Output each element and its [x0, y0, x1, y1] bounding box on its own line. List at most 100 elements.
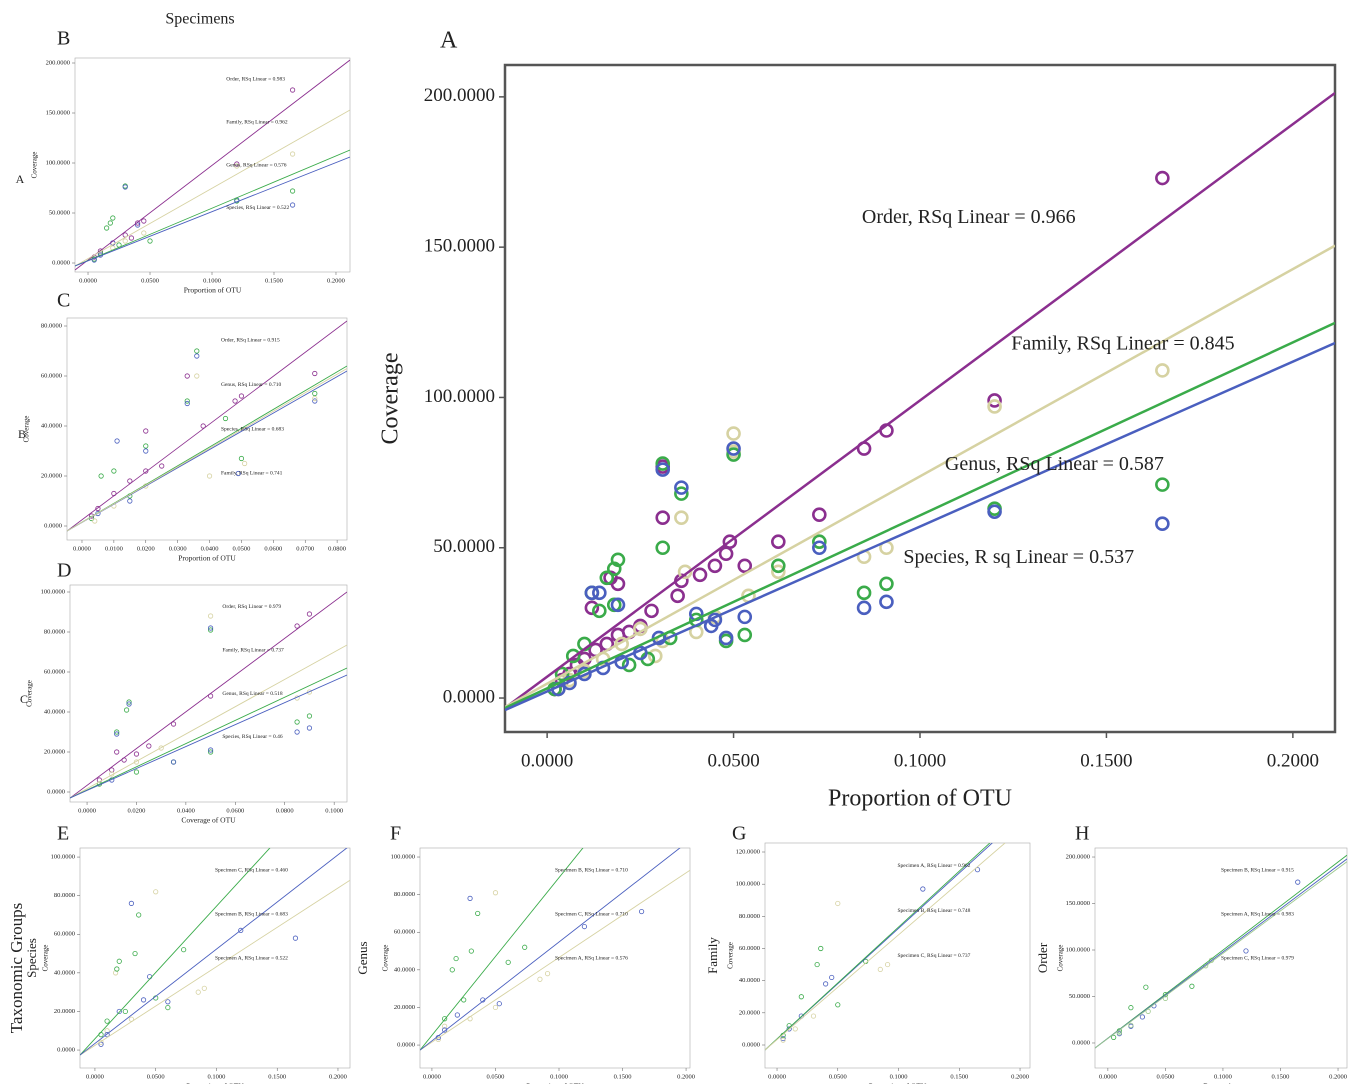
- fit-line: [505, 244, 1335, 709]
- x-tick-label: 0.1500: [950, 1073, 968, 1080]
- point: [133, 769, 140, 775]
- point: [234, 163, 240, 169]
- point: [442, 1023, 448, 1029]
- point: [294, 729, 300, 735]
- point: [1295, 879, 1301, 885]
- point: [621, 657, 637, 673]
- point: [141, 218, 147, 224]
- point: [159, 463, 165, 469]
- y-tick-label: 0.0000: [397, 1042, 415, 1049]
- x-tick-label: 0.0800: [328, 545, 346, 552]
- x-tick-label: 0.0000: [768, 1073, 786, 1080]
- group-label: Species: [24, 938, 39, 978]
- y-tick-label: 60.0000: [44, 668, 65, 675]
- y-axis-label: Coverage: [1057, 945, 1065, 972]
- x-tick-label: 0.1500: [268, 1073, 286, 1080]
- x-tick-label: 0.1000: [894, 750, 946, 771]
- series-label: Specimen B, RSq Linear = 0.710: [555, 867, 628, 873]
- point: [987, 399, 1002, 414]
- point: [644, 603, 659, 619]
- plot-frame: [1094, 847, 1348, 1069]
- y-tick-label: 200.0000: [424, 85, 495, 106]
- specimen-label: B: [18, 427, 26, 441]
- point: [1128, 1022, 1134, 1028]
- point: [614, 636, 630, 652]
- point: [114, 749, 120, 755]
- plot-area: [80, 848, 350, 1056]
- point: [289, 188, 296, 194]
- point: [771, 564, 786, 580]
- series-label: Specimen C, RSq Linear = 0.979: [1221, 955, 1294, 961]
- point: [306, 611, 313, 617]
- y-tick-label: 100.0000: [391, 854, 415, 861]
- point: [737, 558, 753, 574]
- series-label: Specimen C, RSq Linear = 0.710: [555, 911, 628, 917]
- fit-line: [70, 674, 347, 799]
- point: [674, 510, 689, 525]
- y-tick-label: 50.0000: [49, 209, 70, 216]
- point: [122, 238, 128, 244]
- point: [184, 373, 190, 379]
- panel: 0.0000 0.0500 0.1000 0.1500 0.2000 0.0000 50.0…: [1035, 823, 1348, 1084]
- group-label: Genus: [355, 941, 370, 974]
- x-tick-label: 0.0400: [201, 545, 219, 552]
- point: [674, 480, 689, 495]
- y-tick-label: 0.0000: [1072, 1039, 1090, 1046]
- point: [592, 603, 607, 619]
- series-label: Order, RSq Linear = 0.983: [226, 77, 285, 83]
- y-tick-label: 40.0000: [739, 977, 760, 984]
- y-tick-label: 100.0000: [1066, 946, 1090, 953]
- point: [116, 1008, 122, 1015]
- x-tick-label: 0.0700: [296, 545, 314, 552]
- point: [294, 623, 300, 629]
- x-axis-label: Proportion of OTU: [526, 1082, 584, 1084]
- series-label: Specimen B, RSq Linear = 0.683: [215, 911, 288, 917]
- x-tick-label: 0.0300: [169, 545, 187, 552]
- fit-line: [67, 320, 347, 532]
- plot-area: [67, 320, 347, 532]
- y-tick-label: 200.0000: [46, 59, 70, 66]
- panel: 0.0000 0.0200 0.0400 0.0600 0.0800 0.1000 0.00…: [20, 560, 348, 825]
- point: [194, 373, 200, 379]
- x-tick-label: 0.0800: [276, 807, 294, 814]
- point: [235, 470, 241, 477]
- plot-area: [765, 843, 1006, 1051]
- point: [107, 220, 113, 226]
- point: [1128, 1005, 1134, 1011]
- point: [232, 398, 238, 404]
- y-tick-label: 20.0000: [41, 472, 62, 479]
- point: [856, 585, 872, 601]
- point: [1155, 477, 1170, 492]
- point: [780, 1035, 786, 1042]
- series-label: Specimen A, RSq Linear = 0.576: [555, 955, 628, 961]
- x-tick-label: 0.1000: [325, 807, 343, 814]
- point: [835, 900, 841, 907]
- point: [442, 1027, 448, 1033]
- panel: 0.0000 0.0500 0.1000 0.1500 0.2000 0.0000 20.0…: [705, 823, 1031, 1084]
- point: [856, 600, 872, 616]
- point: [184, 400, 190, 407]
- y-axis-label: Coverage: [382, 945, 390, 972]
- point: [132, 950, 138, 957]
- x-tick-label: 0.0000: [73, 545, 91, 552]
- point: [810, 1013, 817, 1019]
- series-label: Family, RSq Linear = 0.962: [226, 119, 288, 125]
- panel-letter: G: [732, 823, 746, 845]
- y-tick-label: 60.0000: [54, 931, 75, 938]
- point: [606, 561, 622, 577]
- fit-line: [420, 848, 584, 1051]
- series-label: Family, RSq Linear = 0.737: [222, 647, 284, 653]
- x-tick-label: 0.2000: [677, 1073, 695, 1080]
- x-tick-label: 0.0400: [177, 807, 195, 814]
- point: [208, 747, 214, 753]
- point: [584, 600, 600, 616]
- point: [165, 1004, 171, 1011]
- x-axis-label: Proportion of OTU: [186, 1082, 244, 1084]
- series-label: Species, RSq Linear = 0.522: [226, 205, 289, 211]
- point: [987, 504, 1002, 519]
- plot-area: [1095, 854, 1347, 1049]
- y-tick-label: 60.0000: [739, 945, 760, 952]
- x-tick-label: 0.1500: [265, 277, 283, 284]
- point: [128, 235, 135, 241]
- fit-line: [765, 843, 991, 1051]
